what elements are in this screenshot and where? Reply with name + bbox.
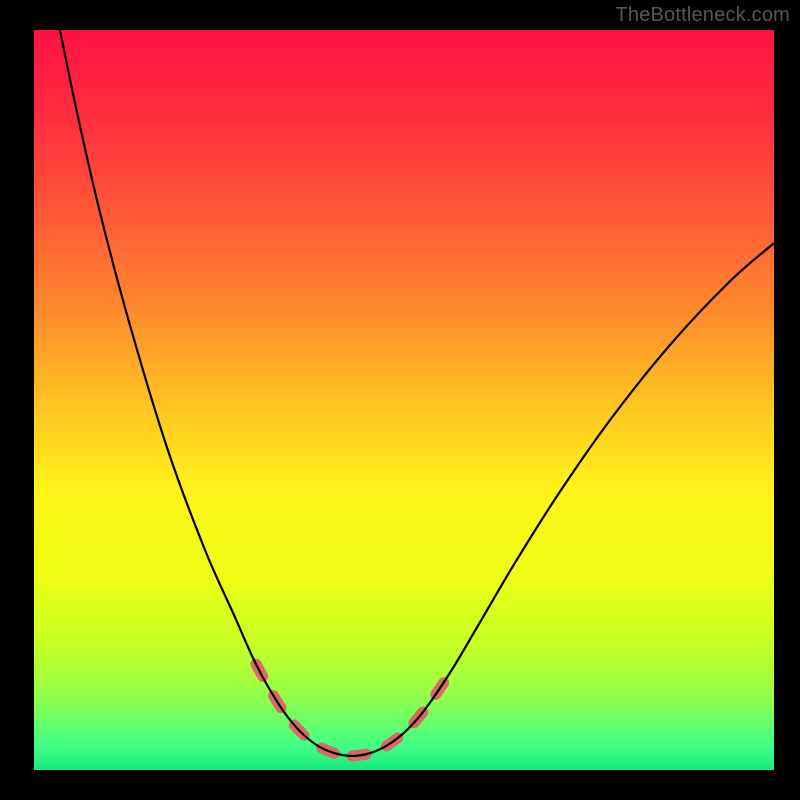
watermark-text: TheBottleneck.com — [615, 4, 790, 27]
chart-container: TheBottleneck.com — [0, 0, 800, 800]
gradient-heatmap-background — [34, 30, 774, 770]
